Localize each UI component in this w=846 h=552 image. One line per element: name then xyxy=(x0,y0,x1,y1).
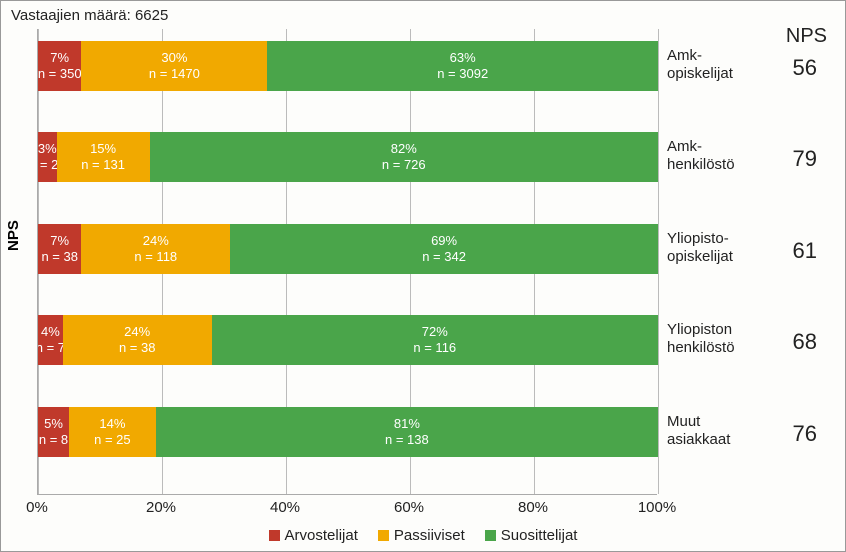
segment-pct-label: 24% xyxy=(124,324,150,340)
row-label: Amk-henkilöstö xyxy=(667,138,762,174)
nps-value: 61 xyxy=(793,238,817,264)
bar-segment: 15%n = 131 xyxy=(57,132,150,182)
segment-pct-label: 63% xyxy=(450,50,476,66)
legend-label: Passiiviset xyxy=(394,527,465,544)
x-tick-label: 0% xyxy=(26,499,48,516)
segment-n-label: n = 131 xyxy=(81,157,125,173)
segment-pct-label: 24% xyxy=(143,233,169,249)
nps-header: NPS xyxy=(786,25,827,48)
row-label-line: Muut xyxy=(667,413,762,431)
x-tick-label: 40% xyxy=(270,499,300,516)
bar-segment: 72%n = 116 xyxy=(212,315,658,365)
segment-pct-label: 72% xyxy=(422,324,448,340)
segment-pct-label: 3% xyxy=(38,141,57,157)
bar-segment: 5%n = 8 xyxy=(38,407,69,457)
legend-label: Suosittelijat xyxy=(501,527,578,544)
legend: Arvostelijat Passiiviset Suosittelijat xyxy=(1,527,845,545)
segment-pct-label: 81% xyxy=(394,416,420,432)
gridline xyxy=(658,29,659,494)
segment-pct-label: 7% xyxy=(50,50,69,66)
bar-segment: 81%n = 138 xyxy=(156,407,658,457)
x-tick-label: 100% xyxy=(638,499,676,516)
segment-pct-label: 30% xyxy=(161,50,187,66)
row-label-line: Amk- xyxy=(667,47,762,65)
row-label: Yliopisto-opiskelijat xyxy=(667,230,762,266)
segment-pct-label: 5% xyxy=(44,416,63,432)
bar-segment: 4%n = 7 xyxy=(38,315,63,365)
segment-n-label: n = 350 xyxy=(38,66,81,82)
bar-row: 7%n = 3824%n = 11869%n = 342 xyxy=(38,224,657,274)
segment-n-label: n = 1470 xyxy=(149,66,200,82)
bar-segment: 7%n = 38 xyxy=(38,224,81,274)
segment-n-label: n = 38 xyxy=(41,249,78,265)
bar-row: 3%n = 2615%n = 13182%n = 726 xyxy=(38,132,657,182)
row-label-line: Yliopisto- xyxy=(667,230,762,248)
bar-segment: 7%n = 350 xyxy=(38,41,81,91)
row-label: Muutasiakkaat xyxy=(667,413,762,449)
row-label-line: henkilöstö xyxy=(667,156,762,174)
segment-n-label: n = 25 xyxy=(94,432,131,448)
legend-swatch xyxy=(378,530,389,541)
segment-n-label: n = 726 xyxy=(382,157,426,173)
bar-segment: 30%n = 1470 xyxy=(81,41,267,91)
row-label-line: opiskelijat xyxy=(667,248,762,266)
row-label: Yliopistonhenkilöstö xyxy=(667,321,762,357)
x-tick-label: 80% xyxy=(518,499,548,516)
legend-swatch xyxy=(485,530,496,541)
segment-n-label: n = 38 xyxy=(119,340,156,356)
nps-value: 56 xyxy=(793,55,817,81)
bar-row: 5%n = 814%n = 2581%n = 138 xyxy=(38,407,657,457)
nps-value: 68 xyxy=(793,329,817,355)
segment-pct-label: 82% xyxy=(391,141,417,157)
bar-segment: 3%n = 26 xyxy=(38,132,57,182)
x-tick-label: 60% xyxy=(394,499,424,516)
bar-segment: 63%n = 3092 xyxy=(267,41,658,91)
segment-n-label: n = 118 xyxy=(134,249,177,265)
nps-value: 76 xyxy=(793,421,817,447)
bar-row: 4%n = 724%n = 3872%n = 116 xyxy=(38,315,657,365)
row-label: Amk-opiskelijat xyxy=(667,47,762,83)
segment-n-label: n = 7 xyxy=(38,340,63,356)
legend-swatch xyxy=(269,530,280,541)
segment-pct-label: 15% xyxy=(90,141,116,157)
nps-value: 79 xyxy=(793,146,817,172)
segment-pct-label: 7% xyxy=(50,233,69,249)
legend-label: Arvostelijat xyxy=(285,527,358,544)
row-label-line: henkilöstö xyxy=(667,339,762,357)
bar-segment: 24%n = 118 xyxy=(81,224,230,274)
chart-plot-area: 7%n = 35030%n = 147063%n = 30923%n = 261… xyxy=(37,29,657,495)
segment-pct-label: 14% xyxy=(99,416,125,432)
row-label-line: asiakkaat xyxy=(667,431,762,449)
bar-segment: 82%n = 726 xyxy=(150,132,658,182)
bar-segment: 69%n = 342 xyxy=(230,224,658,274)
bar-row: 7%n = 35030%n = 147063%n = 3092 xyxy=(38,41,657,91)
segment-n-label: n = 342 xyxy=(422,249,466,265)
segment-n-label: n = 138 xyxy=(385,432,429,448)
bar-segment: 24%n = 38 xyxy=(63,315,212,365)
segment-n-label: n = 116 xyxy=(413,340,456,356)
y-axis-label: NPS xyxy=(5,220,22,251)
segment-pct-label: 69% xyxy=(431,233,457,249)
row-label-line: Amk- xyxy=(667,138,762,156)
segment-n-label: n = 26 xyxy=(38,157,57,173)
segment-n-label: n = 3092 xyxy=(437,66,488,82)
legend-item: Passiiviset xyxy=(378,527,465,544)
segment-pct-label: 4% xyxy=(41,324,60,340)
bar-segment: 14%n = 25 xyxy=(69,407,156,457)
row-label-line: Yliopiston xyxy=(667,321,762,339)
legend-item: Arvostelijat xyxy=(269,527,358,544)
segment-n-label: n = 8 xyxy=(39,432,68,448)
legend-item: Suosittelijat xyxy=(485,527,578,544)
x-tick-label: 20% xyxy=(146,499,176,516)
chart-title: Vastaajien määrä: 6625 xyxy=(11,7,168,24)
row-label-line: opiskelijat xyxy=(667,65,762,83)
